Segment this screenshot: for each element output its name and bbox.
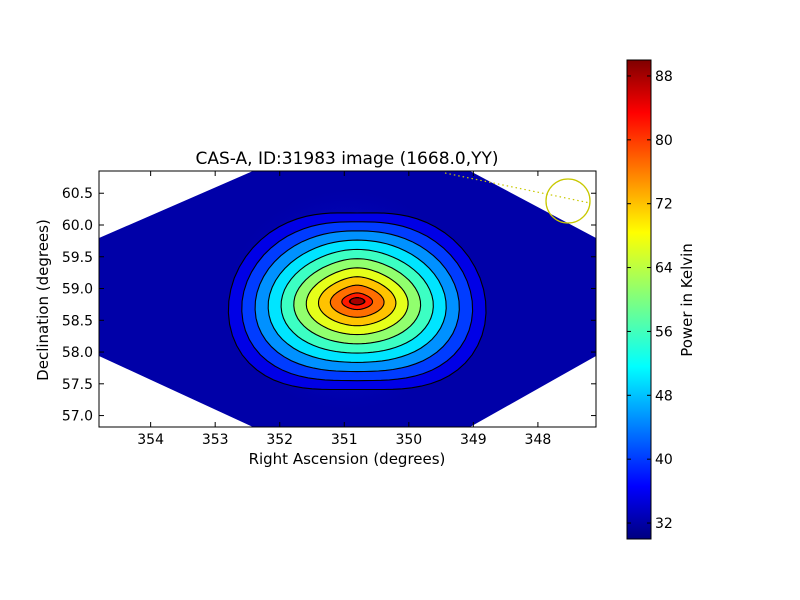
colorbar-ticks: 32 40 48 56 64 72 80 88 — [627, 69, 673, 532]
y-axis-ticks: 57.0 57.5 58.0 58.5 59.0 59.5 60.0 60.5 — [62, 186, 596, 425]
colorbar-tick-label: 48 — [655, 388, 673, 404]
x-tick-label: 352 — [266, 432, 293, 448]
y-tick-label: 60.0 — [62, 218, 93, 234]
y-tick-label: 57.0 — [62, 409, 93, 425]
x-tick-label: 353 — [202, 432, 229, 448]
contour-line — [293, 258, 422, 345]
peak-marker — [349, 297, 365, 306]
y-tick-label: 58.5 — [62, 313, 93, 329]
x-tick-label: 351 — [331, 432, 358, 448]
contour-line — [227, 212, 487, 391]
x-tick-label: 350 — [395, 432, 422, 448]
contour-layers — [227, 212, 487, 391]
contour-line — [329, 284, 385, 318]
colorbar-label: Power in Kelvin — [678, 243, 696, 357]
colorbar-tick-label: 32 — [655, 516, 673, 532]
y-tick-label: 59.0 — [62, 282, 93, 298]
y-axis-label: Declination (degrees) — [34, 219, 52, 381]
x-axis-ticks: 354 353 352 351 350 349 348 — [137, 171, 551, 448]
x-tick-label: 348 — [525, 432, 552, 448]
x-tick-label: 354 — [137, 432, 164, 448]
y-tick-label: 58.0 — [62, 345, 93, 361]
contour-line — [254, 230, 460, 373]
plot-area — [99, 171, 596, 427]
colorbar-tick-label: 72 — [655, 197, 673, 213]
y-tick-label: 57.5 — [62, 377, 93, 393]
chart-title: CAS-A, ID:31983 image (1668.0,YY) — [195, 149, 498, 169]
plot-frame — [98, 170, 597, 428]
y-tick-label: 60.5 — [62, 186, 93, 202]
colorbar — [626, 59, 652, 540]
contour-line — [305, 267, 409, 336]
colorbar-tick-label: 88 — [655, 69, 673, 85]
contour-line — [317, 276, 397, 327]
colorbar-tick-label: 64 — [655, 261, 673, 277]
x-tick-label: 349 — [460, 432, 487, 448]
x-axis-label: Right Ascension (degrees) — [249, 450, 446, 468]
y-tick-label: 59.5 — [62, 250, 93, 266]
colorbar-tick-label: 56 — [655, 324, 673, 340]
beam-marker-circle — [545, 178, 591, 224]
colorbar-tick-label: 40 — [655, 452, 673, 468]
contour-line — [341, 292, 374, 311]
contour-line — [280, 248, 434, 354]
contour-line — [267, 239, 447, 363]
colorbar-tick-label: 80 — [655, 133, 673, 149]
contour-line — [241, 221, 474, 382]
